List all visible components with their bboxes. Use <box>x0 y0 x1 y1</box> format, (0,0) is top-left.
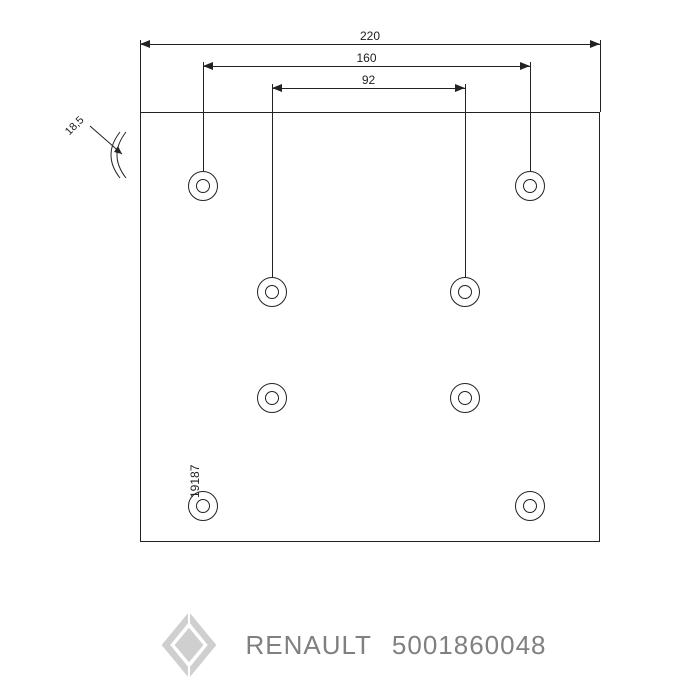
thickness-callout: 18,5 <box>70 120 130 195</box>
renault-logo <box>153 609 225 681</box>
rivet-hole <box>257 383 287 413</box>
part-number-stamp: 19187 <box>188 465 202 498</box>
rivet-hole <box>257 277 287 307</box>
brand-reference: 5001860048 <box>392 630 547 661</box>
rivet-hole <box>515 491 545 521</box>
rivet-hole <box>450 383 480 413</box>
dimension-label: 220 <box>358 29 382 43</box>
brand-row: RENAULT 5001860048 <box>0 590 700 700</box>
technical-drawing: 220 160 92 18,5 19187 <box>0 0 700 590</box>
rivet-hole <box>515 171 545 201</box>
dimension-label: 92 <box>360 73 377 87</box>
rivet-hole <box>188 171 218 201</box>
rivet-hole <box>450 277 480 307</box>
brand-name: RENAULT <box>245 630 371 661</box>
dimension-label: 160 <box>354 51 378 65</box>
